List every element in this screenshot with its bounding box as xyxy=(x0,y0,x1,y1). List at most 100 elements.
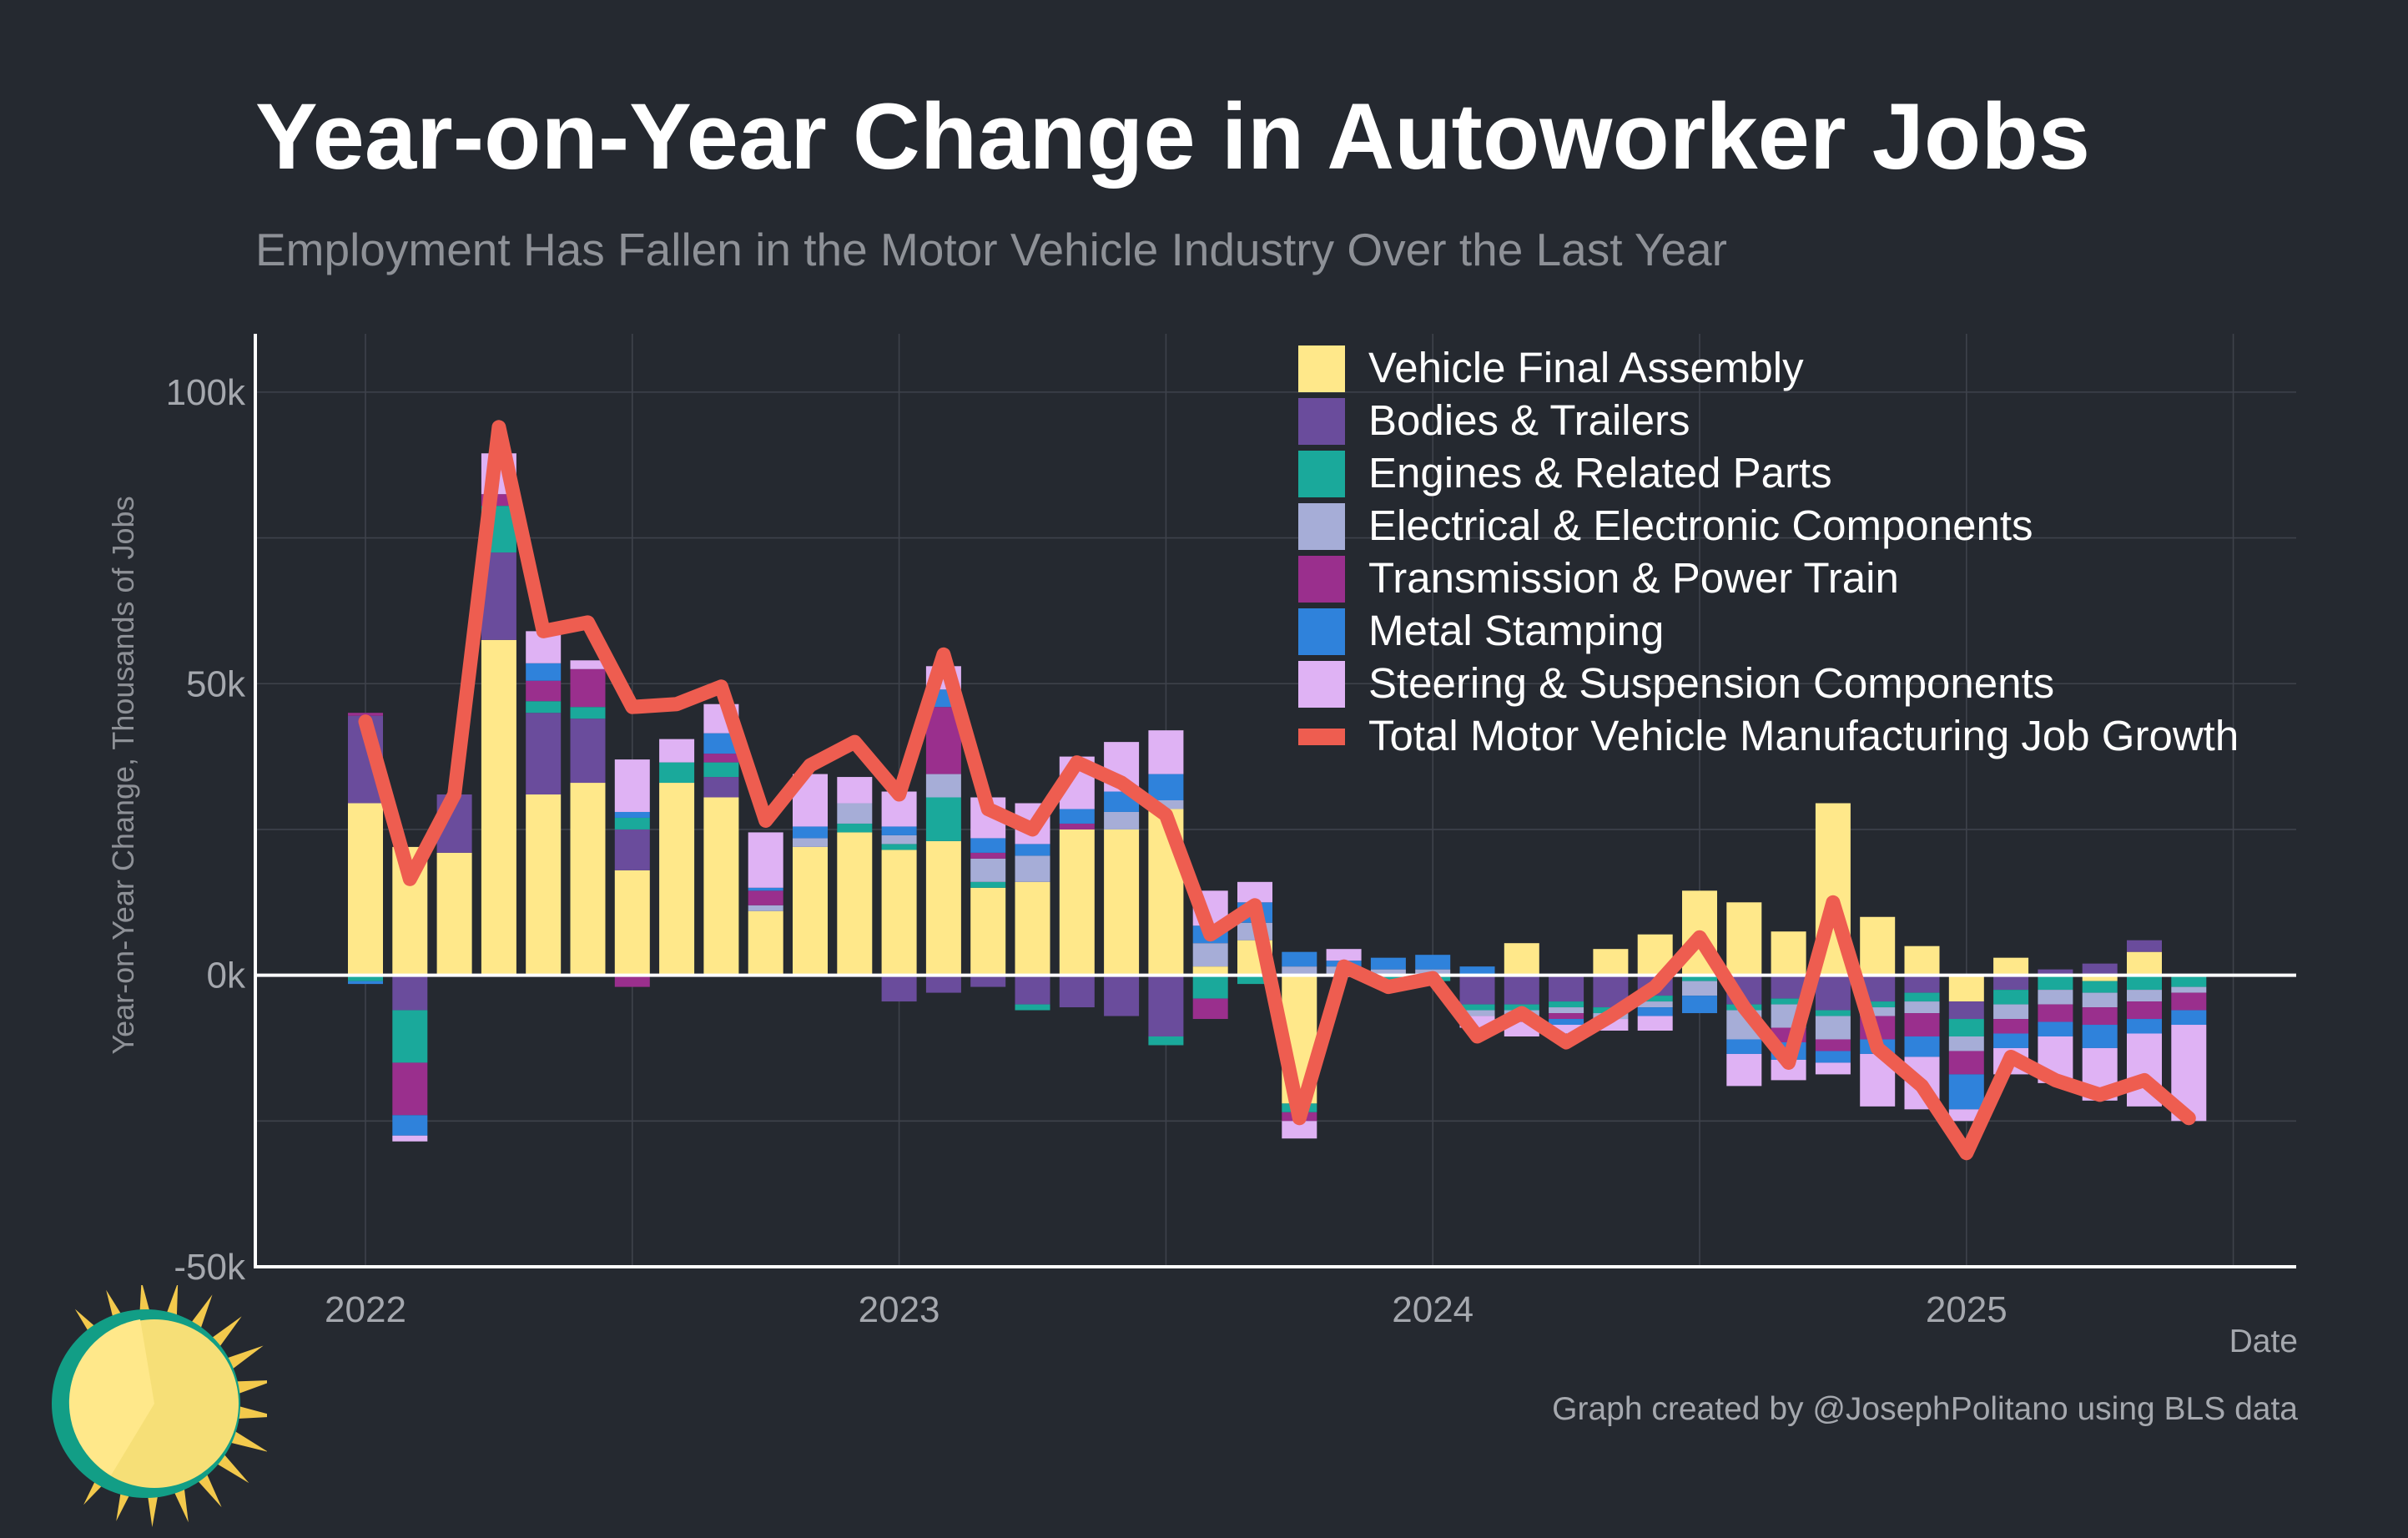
bar-segment xyxy=(748,887,783,891)
bar-segment xyxy=(570,668,606,708)
legend: Vehicle Final Assembly Bodies & Trailers E… xyxy=(1298,344,2239,759)
bar-segment xyxy=(881,975,917,1002)
legend-label: Electrical & Electronic Components xyxy=(1368,502,2033,549)
bar-segment xyxy=(1059,809,1095,824)
bar-segment xyxy=(1726,902,1762,976)
bar-segment xyxy=(659,762,695,784)
bar-segment xyxy=(1815,1039,1851,1051)
bar-segment xyxy=(1148,800,1184,809)
bar-segment xyxy=(1815,1016,1851,1040)
bar-segment xyxy=(1549,1019,1584,1026)
bar-segment xyxy=(614,811,650,818)
bar-segment xyxy=(1549,1001,1584,1008)
bar-segment xyxy=(1459,1004,1495,1011)
legend-label: Total Motor Vehicle Manufacturing Job Gr… xyxy=(1368,712,2239,759)
bar-segment xyxy=(2082,975,2118,981)
bar-segment xyxy=(881,835,917,845)
bar-segment xyxy=(703,754,739,763)
bar-segment xyxy=(1015,975,1050,1005)
bar-segment xyxy=(1993,957,2029,976)
bar-segment xyxy=(1637,1007,1673,1016)
bar-segment xyxy=(1948,1074,1984,1110)
bar-segment xyxy=(481,639,516,976)
bar-segment xyxy=(526,680,562,702)
legend-label: Transmission & Power Train xyxy=(1368,554,1899,602)
bar-segment xyxy=(2082,1007,2118,1026)
bar-segment xyxy=(1904,945,1940,976)
bar-segment xyxy=(526,794,562,976)
bar-segment xyxy=(1059,829,1095,976)
bar-segment xyxy=(392,1062,428,1116)
tick-labels: -50k 0k 50k 100k 2022 2023 2024 2025 Year-on-Yea… xyxy=(106,372,2008,1330)
bar-segment xyxy=(1637,996,1673,1002)
bar-segment xyxy=(659,739,695,763)
bar-segment xyxy=(1549,1025,1584,1034)
bar-segment xyxy=(392,975,428,1011)
bar-segment xyxy=(1771,931,1806,976)
bar-segment xyxy=(1593,949,1629,976)
bar-segment xyxy=(1993,1033,2029,1048)
bar-segment xyxy=(1549,975,1584,1002)
credit-text: Graph created by @JosephPolitano using B… xyxy=(1552,1391,2298,1427)
y-axis-label: Year-on-Year Change, Thousands of Jobs xyxy=(106,496,140,1054)
bar-segment xyxy=(526,701,562,714)
bar-segment xyxy=(1637,1001,1673,1008)
bar-segment xyxy=(1726,1053,1762,1087)
bar-segment xyxy=(1993,975,2029,991)
bar-segment xyxy=(2038,975,2073,991)
chart-subtitle: Employment Has Fallen in the Motor Vehic… xyxy=(255,224,1727,275)
bar-segment xyxy=(2038,969,2073,976)
bar-segment xyxy=(570,719,606,784)
bar-segment xyxy=(1637,1016,1673,1031)
bar-segment xyxy=(2171,992,2207,1011)
bar-segment xyxy=(1504,943,1539,976)
bar-segment xyxy=(837,823,873,833)
x-tick-label: 2022 xyxy=(325,1289,406,1330)
bar-segment xyxy=(748,890,783,905)
bar-segment xyxy=(348,981,383,985)
y-tick-label: 50k xyxy=(186,663,246,704)
sun-ray xyxy=(230,1380,267,1396)
bar-segment xyxy=(1282,966,1317,976)
chart-title: Year-on-Year Change in Autoworker Jobs xyxy=(255,84,2091,189)
bar-segment xyxy=(1815,1051,1851,1063)
bar-segment xyxy=(348,803,383,976)
bar-segment xyxy=(1904,1036,1940,1057)
legend-line-swatch xyxy=(1298,729,1345,745)
bar-segment xyxy=(570,783,606,976)
total-job-growth-line xyxy=(358,420,2196,1161)
bar-segment xyxy=(2171,975,2207,987)
bar-segment xyxy=(1815,975,1851,1011)
bar-segment xyxy=(1682,981,1717,996)
bar-segment xyxy=(2127,990,2162,1002)
bar-segment xyxy=(748,910,783,976)
bar-segment xyxy=(2171,986,2207,993)
legend-swatch xyxy=(1298,556,1345,603)
bar-segment xyxy=(1015,844,1050,856)
bar-segment xyxy=(970,881,1006,888)
bar-segment xyxy=(2127,951,2162,976)
bar-segment xyxy=(925,797,961,841)
bar-segment xyxy=(1192,998,1228,1020)
total-line-layer xyxy=(358,420,2196,1161)
bar-segment xyxy=(2127,1001,2162,1020)
bar-segment xyxy=(703,762,739,778)
bar-segment xyxy=(970,852,1006,859)
legend-swatch xyxy=(1298,345,1345,392)
sun-ray xyxy=(232,1404,267,1419)
bar-segment xyxy=(837,777,873,804)
legend-label: Steering & Suspension Components xyxy=(1368,659,2054,707)
x-tick-label: 2023 xyxy=(859,1289,940,1330)
bar-segment xyxy=(1860,1001,1896,1008)
bar-segment xyxy=(925,840,961,976)
bar-segment xyxy=(1993,1019,2029,1034)
bar-segment xyxy=(1771,998,1806,1005)
bar-segment xyxy=(1459,975,1495,1005)
y-tick-label: 100k xyxy=(166,372,246,413)
bar-segment xyxy=(793,838,828,847)
bar-segment xyxy=(1815,1062,1851,1075)
bar-segment xyxy=(1104,975,1140,1016)
bar-segment xyxy=(2171,1010,2207,1026)
bar-segment xyxy=(614,975,650,987)
legend-label: Bodies & Trailers xyxy=(1368,396,1690,444)
